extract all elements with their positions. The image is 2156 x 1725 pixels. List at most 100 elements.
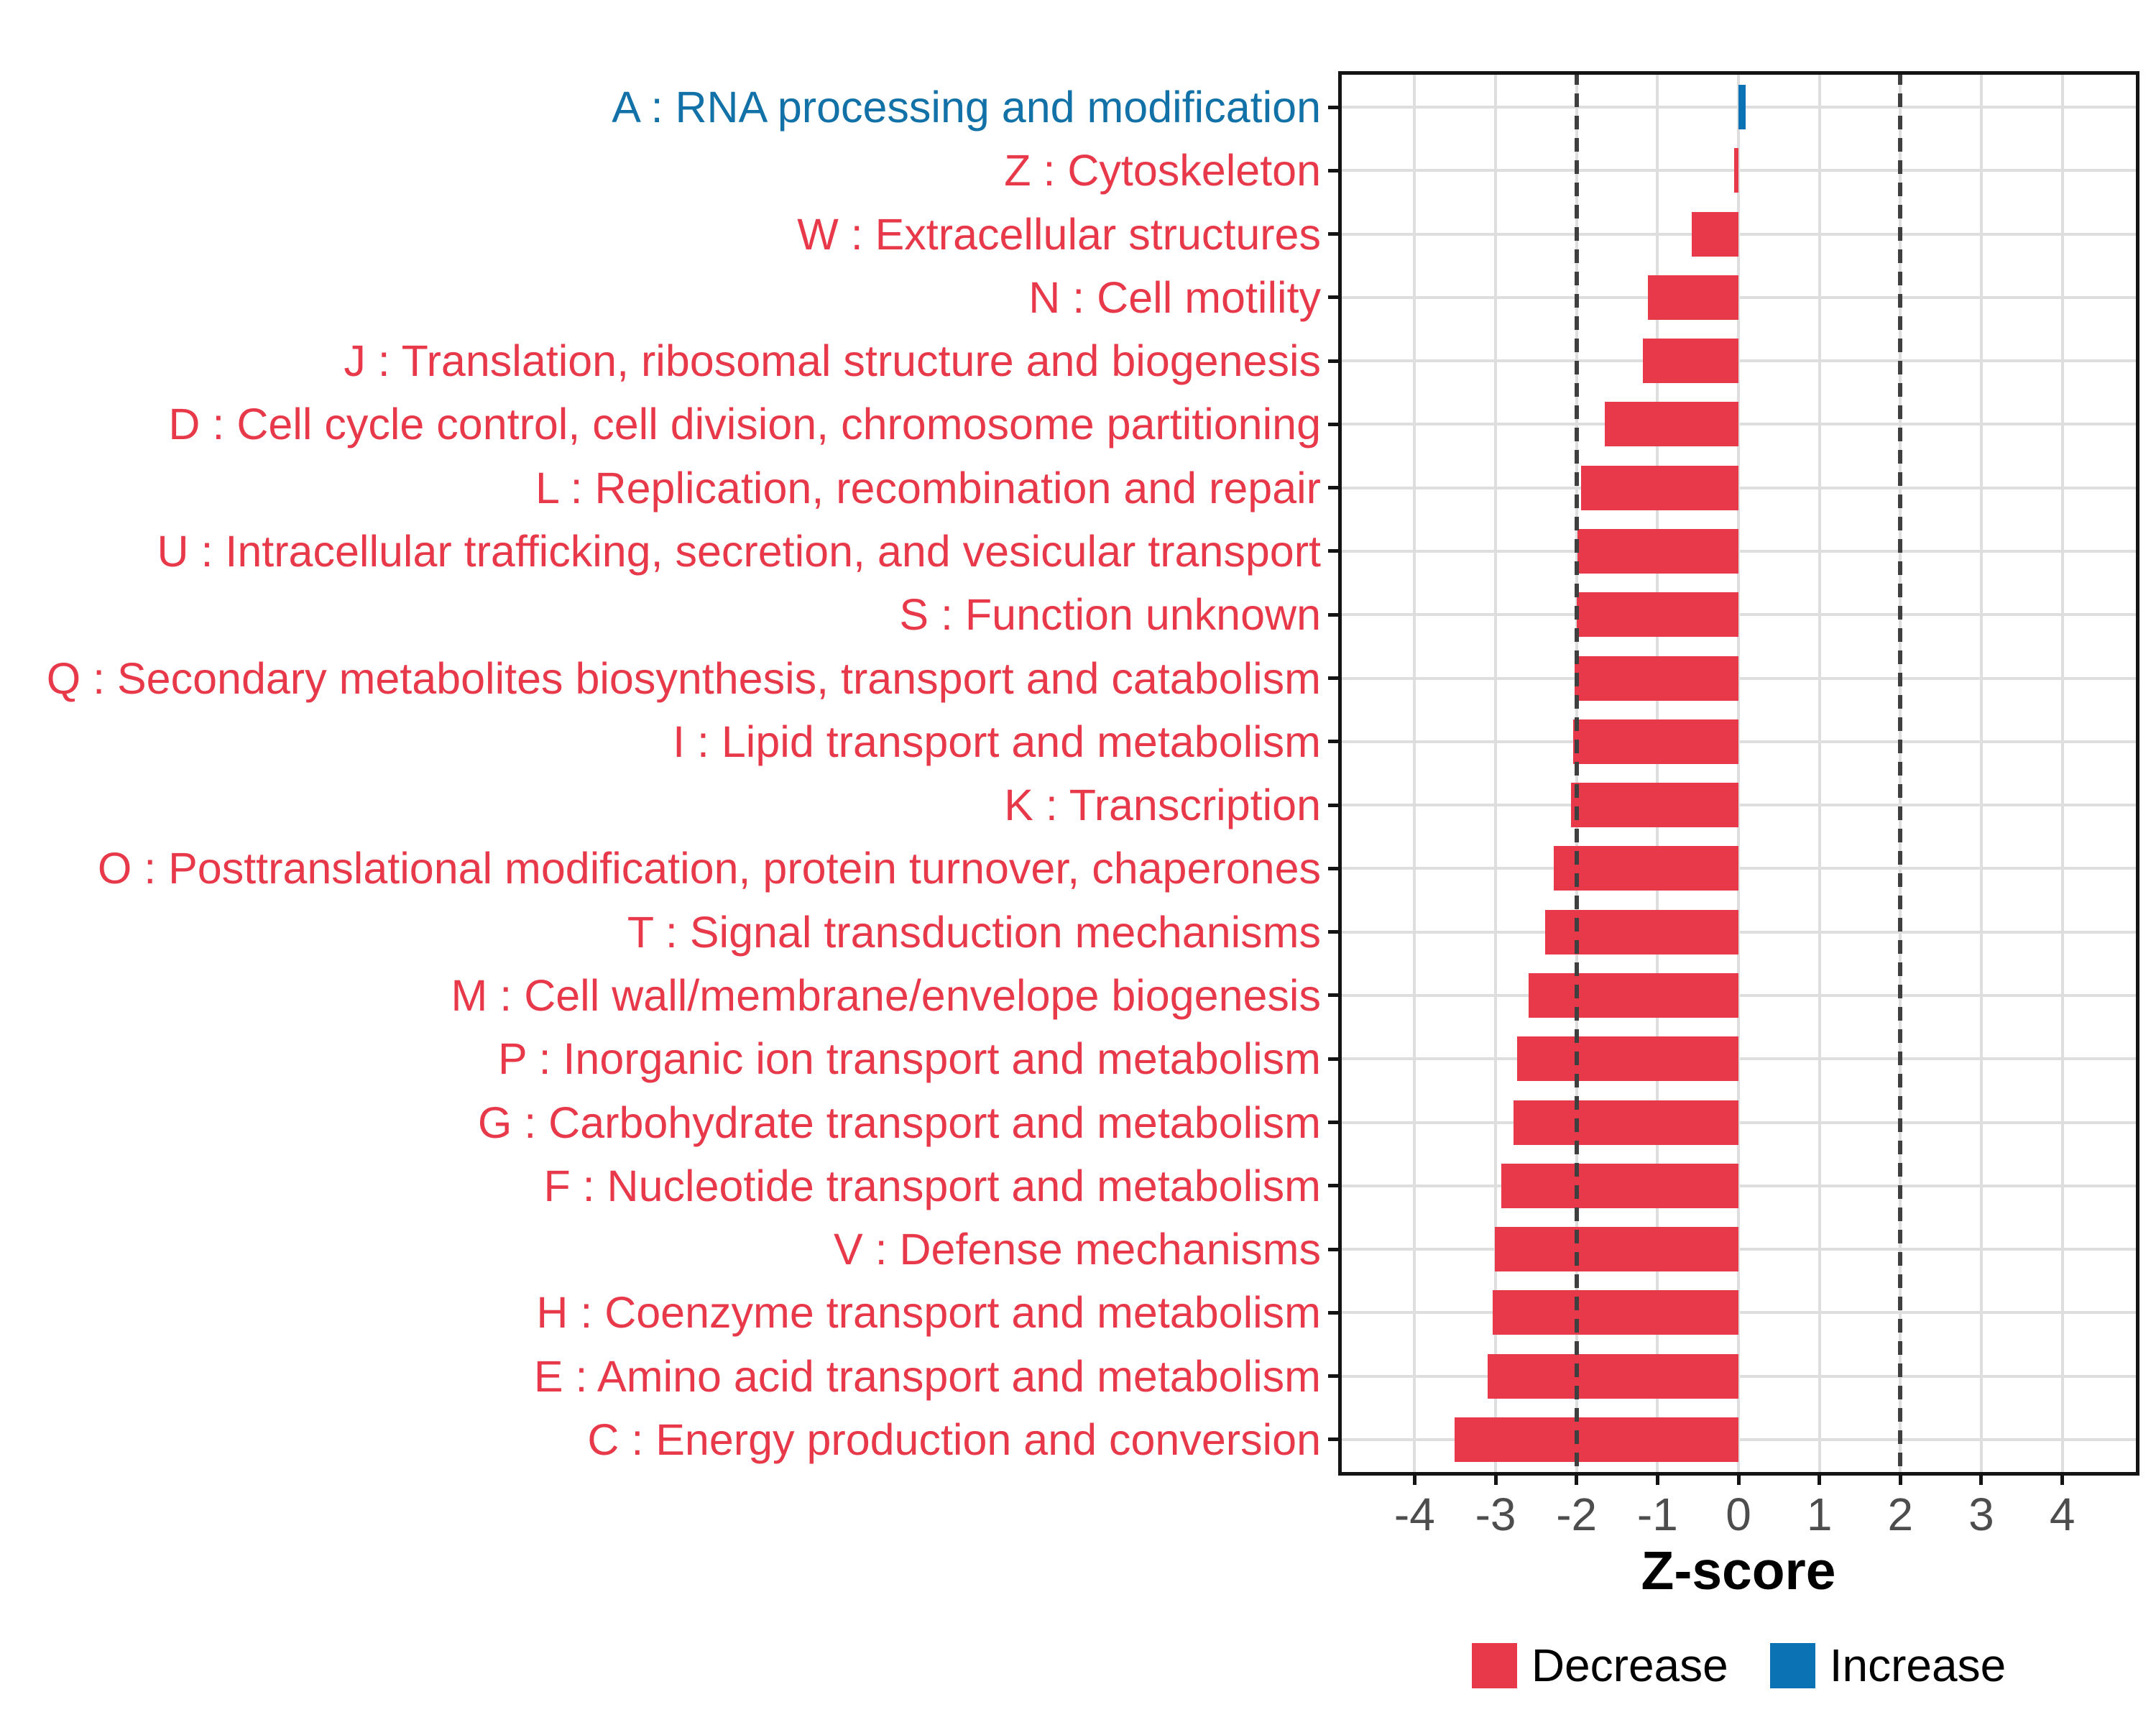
y-tick [1328,740,1338,744]
x-axis-title: Z-score [1641,1540,1836,1601]
gridline-y [1338,930,2139,934]
y-tick [1328,866,1338,870]
category-label-N: N : Cell motility [1028,272,1321,322]
bar-Q [1575,656,1738,701]
bar-E [1487,1353,1738,1399]
gridline-x--1 [1656,71,1659,1476]
x-tick [1575,1476,1579,1485]
gridline-y [1338,1057,2139,1061]
y-tick [1328,295,1338,300]
bar-K [1570,783,1738,828]
bar-M [1529,972,1738,1018]
y-tick [1328,486,1338,490]
gridline-y [1338,1248,2139,1251]
category-label-O: O : Posttranslational modification, prot… [97,844,1321,893]
y-tick [1328,803,1338,807]
legend: Decrease Increase [1338,1640,2139,1690]
gridline-y [1338,1374,2139,1378]
y-tick [1328,105,1338,109]
bar-J [1643,339,1738,384]
category-label-F: F : Nucleotide transport and metabolism [543,1161,1321,1210]
legend-item-decrease: Decrease [1471,1639,1728,1691]
category-label-D: D : Cell cycle control, cell division, c… [168,400,1321,449]
y-tick [1328,1247,1338,1251]
gridline-x--3 [1494,71,1498,1476]
y-tick [1328,993,1338,998]
reference-line-2 [1898,71,1903,1476]
x-tick [1493,1476,1498,1485]
category-label-T: T : Signal transduction mechanisms [627,907,1321,957]
legend-label-increase: Increase [1829,1639,2007,1691]
plot-panel [1338,71,2139,1476]
gridline-x-1 [1818,71,1821,1476]
category-label-A: A : RNA processing and modification [612,83,1321,132]
x-tick-label-2: 2 [1887,1489,1914,1540]
bar-D [1605,402,1738,447]
category-label-J: J : Translation, ribosomal structure and… [344,336,1321,386]
gridline-y [1338,486,2139,489]
gridline-y [1338,295,2139,299]
y-tick [1328,930,1338,934]
bar-L [1581,465,1738,510]
y-tick [1328,612,1338,617]
category-label-M: M : Cell wall/membrane/envelope biogenes… [451,970,1321,1020]
gridline-y [1338,549,2139,553]
category-label-I: I : Lipid transport and metabolism [673,717,1321,766]
x-tick-label--1: -1 [1636,1489,1678,1540]
gridline-x-4 [2060,71,2064,1476]
bar-V [1494,1227,1738,1272]
reference-line--2 [1574,71,1579,1476]
y-tick [1328,359,1338,363]
y-tick [1328,1057,1338,1061]
x-tick [1412,1476,1416,1485]
bar-P [1517,1036,1738,1082]
bar-I [1573,719,1738,764]
category-label-P: P : Inorganic ion transport and metaboli… [498,1034,1321,1084]
gridline-x-3 [1979,71,1983,1476]
gridline-y [1338,169,2139,172]
y-tick [1328,1184,1338,1188]
category-label-E: E : Amino acid transport and metabolism [533,1351,1321,1401]
x-tick [1818,1476,1822,1485]
gridline-y [1338,1121,2139,1124]
y-tick [1328,1121,1338,1125]
bar-S [1576,592,1738,638]
gridline-x-0 [1737,71,1740,1476]
category-label-V: V : Defense mechanisms [833,1225,1321,1274]
gridline-y [1338,423,2139,426]
gridline-y [1338,993,2139,997]
category-label-C: C : Energy production and conversion [587,1414,1321,1464]
gridline-y [1338,1438,2139,1441]
gridline-y [1338,613,2139,617]
bar-W [1691,211,1738,257]
bar-Z [1734,148,1738,193]
legend-swatch-increase [1769,1642,1815,1688]
x-tick-label--3: -3 [1475,1489,1516,1540]
y-tick [1328,232,1338,236]
bar-O [1554,846,1738,891]
x-tick-label-4: 4 [2049,1489,2076,1540]
x-tick-label-1: 1 [1806,1489,1833,1540]
bar-A [1738,85,1746,129]
y-tick [1328,549,1338,553]
legend-item-increase: Increase [1769,1639,2007,1691]
bar-F [1501,1163,1738,1208]
y-tick [1328,422,1338,426]
bar-H [1492,1290,1738,1335]
category-label-S: S : Function unknown [899,590,1321,640]
category-label-H: H : Coenzyme transport and metabolism [536,1288,1321,1338]
x-tick-label-3: 3 [1968,1489,1994,1540]
y-tick [1328,168,1338,172]
gridline-y [1338,359,2139,363]
category-label-U: U : Intracellular trafficking, secretion… [157,526,1321,576]
bar-G [1513,1100,1738,1145]
gridline-y [1338,1311,2139,1315]
x-tick [1736,1476,1741,1485]
category-label-Q: Q : Secondary metabolites biosynthesis, … [46,653,1321,703]
category-label-G: G : Carbohydrate transport and metabolis… [477,1098,1321,1147]
gridline-y [1338,232,2139,236]
legend-label-decrease: Decrease [1531,1639,1728,1691]
category-label-Z: Z : Cytoskeleton [1004,146,1321,196]
y-tick [1328,1438,1338,1442]
x-tick-label--2: -2 [1556,1489,1598,1540]
